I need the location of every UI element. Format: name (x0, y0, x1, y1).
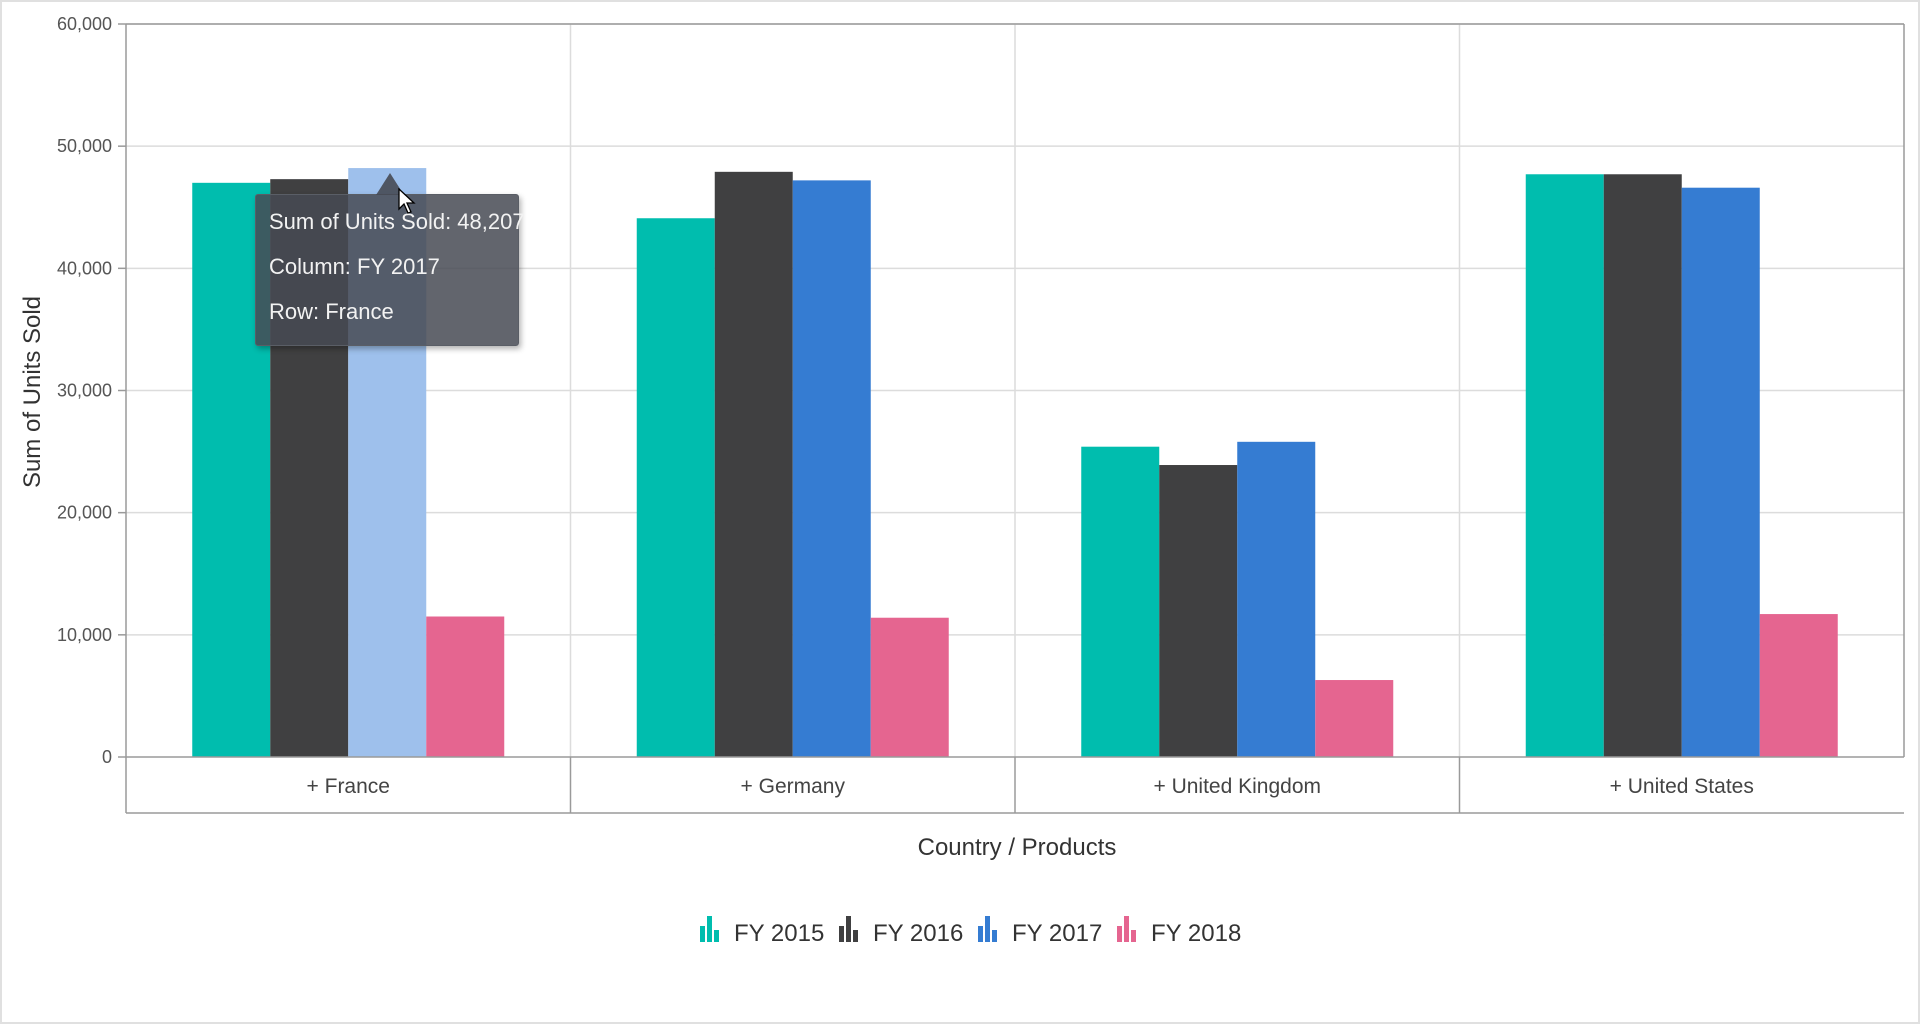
legend-item[interactable]: FY 2018 (1117, 916, 1241, 947)
tooltip-arrow (376, 173, 404, 195)
legend-icon (985, 916, 990, 942)
category-label[interactable]: + Germany (741, 775, 846, 798)
bar[interactable] (1159, 465, 1238, 757)
y-tick-label: 0 (102, 747, 112, 767)
legend-icon (839, 926, 844, 942)
axes (118, 23, 1905, 814)
category-labels[interactable]: + France + Germany + United Kingdom + Unite… (307, 775, 1754, 798)
y-tick-label: 60,000 (57, 14, 112, 34)
legend-icon (853, 930, 858, 942)
legend-icon (992, 930, 997, 942)
bar[interactable] (792, 180, 871, 757)
legend-label: FY 2016 (873, 920, 963, 947)
bar[interactable] (636, 218, 715, 757)
legend-icon (714, 930, 719, 942)
bar[interactable] (1603, 174, 1682, 757)
y-tick-label: 20,000 (57, 503, 112, 523)
legend-icon (978, 926, 983, 942)
mouse-cursor-icon (398, 188, 416, 214)
y-tick-label: 50,000 (57, 136, 112, 156)
bar[interactable] (1525, 174, 1604, 757)
legend-label: FY 2017 (1012, 920, 1102, 947)
legend-icon (700, 926, 705, 942)
legend-icon (707, 916, 712, 942)
bar[interactable] (426, 616, 505, 757)
bar[interactable] (1237, 441, 1316, 757)
category-label[interactable]: + United States (1610, 775, 1754, 798)
tooltip-column: Column: FY 2017 (269, 254, 440, 279)
bar[interactable] (1315, 680, 1394, 757)
legend-icon (1124, 916, 1129, 942)
legend[interactable]: FY 2015 FY 2016 FY 2017 FY 2018 (700, 916, 1241, 947)
tooltip-row: Row: France (269, 299, 394, 324)
bar[interactable] (714, 171, 793, 758)
legend-icon (1117, 926, 1122, 942)
y-tick-labels: 0 10,000 20,000 30,000 40,000 50,000 60,000 (57, 14, 112, 767)
tooltip: Sum of Units Sold: 48,207 Column: FY 201… (255, 173, 525, 346)
x-axis-title: Country / Products (918, 834, 1117, 861)
category-label[interactable]: + United Kingdom (1153, 775, 1321, 798)
legend-item[interactable]: FY 2015 (700, 916, 824, 947)
y-tick-label: 10,000 (57, 625, 112, 645)
legend-item[interactable]: FY 2017 (978, 916, 1102, 947)
bar[interactable] (870, 617, 949, 757)
y-axis-title: Sum of Units Sold (19, 296, 46, 488)
category-label[interactable]: + France (307, 775, 390, 798)
legend-icon (1131, 930, 1136, 942)
tooltip-value: Sum of Units Sold: 48,207 (269, 209, 525, 234)
legend-label: FY 2018 (1151, 920, 1241, 947)
bar[interactable] (1759, 614, 1838, 757)
legend-item[interactable]: FY 2016 (839, 916, 963, 947)
legend-icon (846, 916, 851, 942)
legend-label: FY 2015 (734, 920, 824, 947)
y-tick-label: 40,000 (57, 258, 112, 278)
y-tick-label: 30,000 (57, 381, 112, 401)
bar[interactable] (1081, 446, 1160, 757)
bar[interactable] (1681, 187, 1760, 757)
